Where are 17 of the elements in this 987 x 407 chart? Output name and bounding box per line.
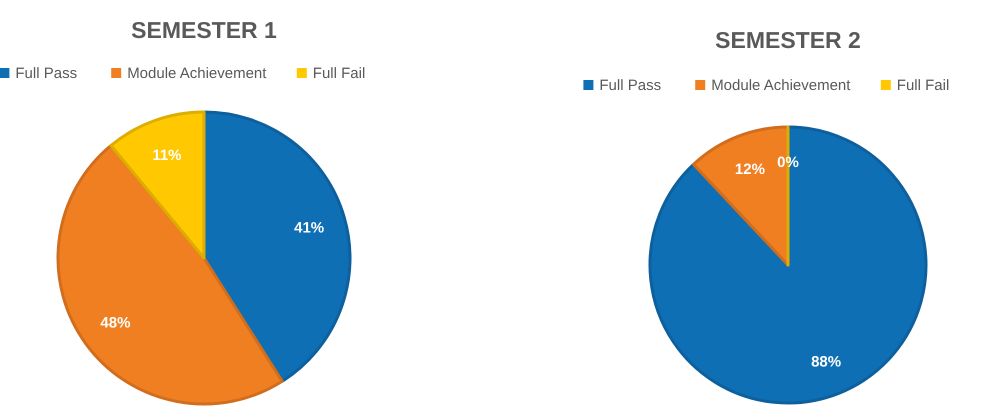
legend-label: Full Pass	[599, 77, 662, 94]
data-label: 11%	[152, 147, 182, 164]
legend-label: Full Fail	[896, 77, 950, 94]
legend-label: Module Achievement	[711, 77, 852, 94]
data-label: 12%	[734, 161, 765, 178]
data-label: 48%	[100, 314, 130, 332]
chart-title: SEMESTER 2	[715, 27, 861, 53]
legend-label: Full Pass	[15, 65, 78, 82]
legend-label: Module Achievement	[127, 65, 268, 82]
pie-slice	[202, 110, 352, 383]
chart-title: SEMESTER 1	[131, 17, 278, 43]
pie-slice	[109, 110, 206, 260]
data-label: 41%	[294, 220, 324, 237]
legend-label: Full Fail	[312, 65, 366, 82]
pie-slice	[648, 126, 928, 404]
pie-slice	[56, 144, 284, 406]
data-label: 88%	[811, 353, 842, 370]
